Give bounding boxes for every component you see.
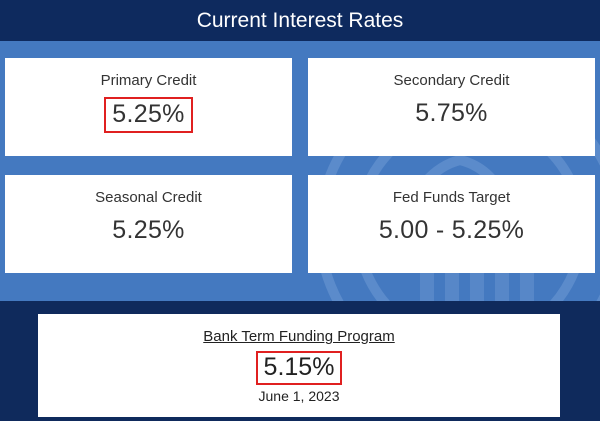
rate-date: June 1, 2023 (258, 388, 340, 404)
rate-label: Primary Credit (100, 72, 197, 89)
rate-card-seasonal-credit: Seasonal Credit 5.25% (5, 175, 292, 273)
rate-card-primary-credit: Primary Credit 5.25% (5, 58, 292, 156)
rate-value: 5.25% (104, 97, 193, 133)
rate-value: 5.00 - 5.25% (378, 216, 525, 244)
rate-label: Fed Funds Target (392, 189, 511, 206)
rate-label: Secondary Credit (393, 72, 510, 89)
rate-value: 5.15% (255, 351, 343, 385)
btfp-link[interactable]: Bank Term Funding Program (203, 328, 395, 345)
page-title: Current Interest Rates (196, 8, 404, 32)
rates-panel: Current Interest Rates Primary Credit 5.… (0, 0, 600, 301)
rate-value: 5.25% (112, 216, 185, 244)
rate-value: 5.75% (415, 99, 488, 127)
rate-card-secondary-credit: Secondary Credit 5.75% (308, 58, 595, 156)
rate-card-fed-funds-target: Fed Funds Target 5.00 - 5.25% (308, 175, 595, 273)
page-header: Current Interest Rates (0, 0, 600, 41)
rate-label: Seasonal Credit (95, 189, 202, 206)
rate-card-btfp: Bank Term Funding Program 5.15% June 1, … (38, 314, 560, 417)
